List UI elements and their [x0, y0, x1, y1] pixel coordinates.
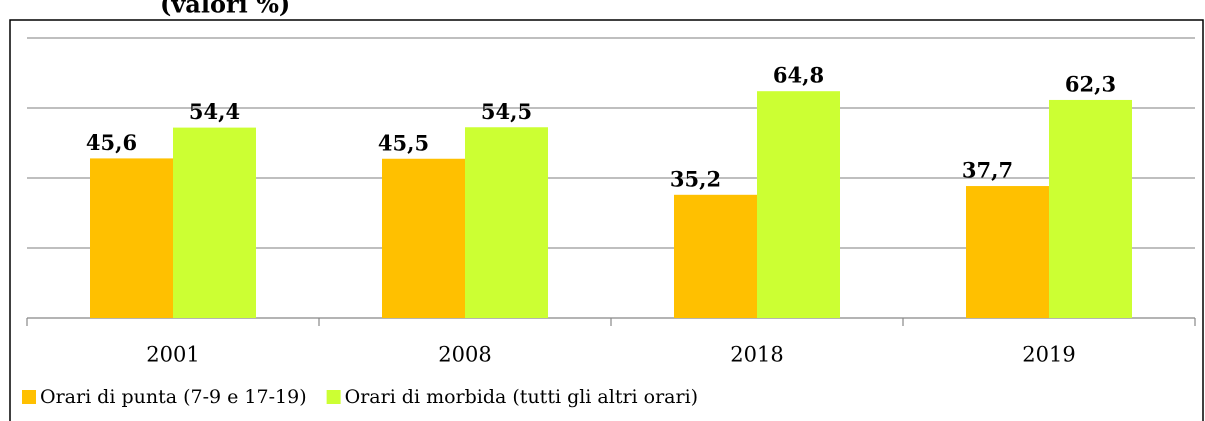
data-label: 54,5 — [481, 99, 532, 124]
data-label: 64,8 — [773, 63, 824, 88]
bar — [757, 91, 840, 318]
data-label: 45,5 — [378, 130, 429, 155]
data-label: 35,2 — [670, 166, 721, 191]
bar — [1049, 99, 1132, 318]
bar — [966, 186, 1049, 318]
bar — [90, 158, 173, 318]
bar — [173, 127, 256, 318]
chart-title: (valori %) — [160, 0, 290, 19]
data-label: 37,7 — [962, 158, 1013, 183]
legend-swatch — [22, 390, 36, 404]
bar — [382, 158, 465, 318]
x-tick-label: 2018 — [730, 343, 783, 367]
x-tick-label: 2001 — [146, 343, 199, 367]
data-label: 54,4 — [189, 99, 240, 124]
legend-swatch — [326, 390, 341, 404]
legend-label: Orari di morbida (tutti gli altri orari) — [345, 386, 698, 408]
legend-label: Orari di punta (7-9 e 17-19) — [40, 386, 307, 408]
data-label: 62,3 — [1065, 71, 1116, 96]
data-label: 45,6 — [86, 130, 137, 155]
bar — [465, 127, 548, 318]
bar — [674, 194, 757, 318]
x-tick-label: 2019 — [1022, 343, 1075, 367]
x-tick-label: 2008 — [438, 343, 491, 367]
title-mask — [140, 0, 340, 19]
chart-frame — [9, 19, 1204, 421]
